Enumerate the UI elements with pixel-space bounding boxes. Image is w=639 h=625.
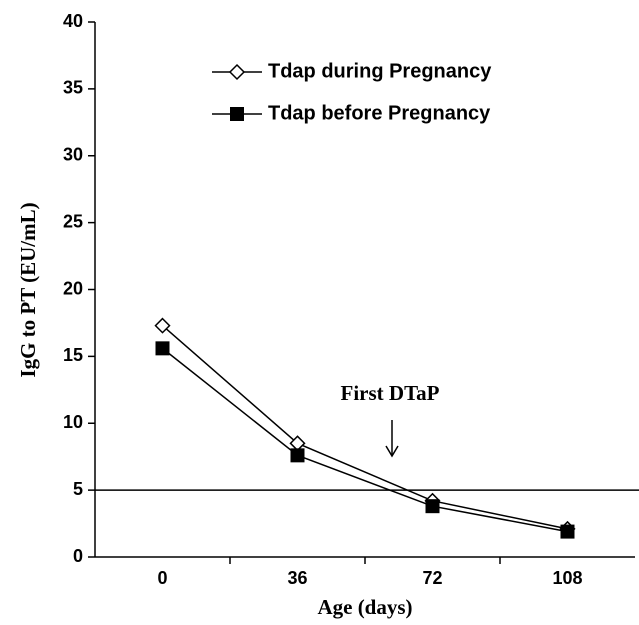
y-tick-label: 0 — [73, 546, 83, 566]
y-tick-label: 15 — [63, 345, 83, 365]
marker — [425, 499, 440, 514]
y-tick-label: 5 — [73, 479, 83, 499]
marker — [155, 341, 170, 356]
x-tick-label: 72 — [422, 568, 442, 588]
marker — [230, 107, 244, 121]
x-tick-label: 36 — [287, 568, 307, 588]
series-line — [162, 325, 568, 530]
legend-label: Tdap during Pregnancy — [268, 60, 492, 82]
y-axis-title: IgG to PT (EU/mL) — [16, 202, 40, 377]
x-axis-title: Age (days) — [317, 595, 412, 619]
series-line — [162, 347, 568, 533]
y-tick-label: 30 — [63, 145, 83, 165]
annotation: First DTaP — [341, 381, 440, 405]
marker — [560, 524, 575, 539]
marker — [154, 317, 171, 334]
marker — [290, 448, 305, 463]
x-tick-label: 0 — [157, 568, 167, 588]
y-tick-label: 20 — [63, 278, 83, 298]
y-tick-label: 25 — [63, 211, 83, 231]
y-tick-label: 35 — [63, 78, 83, 98]
x-tick-label: 108 — [552, 568, 582, 588]
y-tick-label: 40 — [63, 11, 83, 31]
legend-label: Tdap before Pregnancy — [268, 102, 491, 124]
annotation-arrow — [385, 420, 399, 458]
marker — [228, 63, 246, 81]
y-tick-label: 10 — [63, 412, 83, 432]
